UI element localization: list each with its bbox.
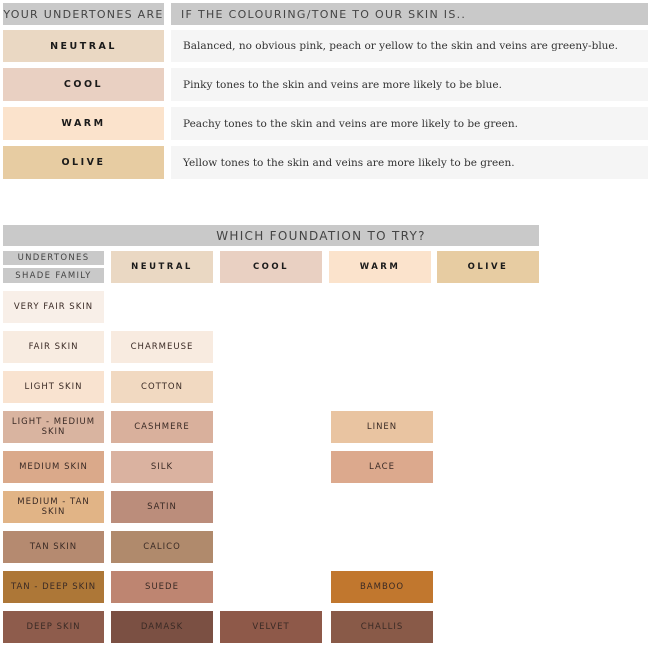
undertone-description: Pinky tones to the skin and veins are mo… xyxy=(171,68,648,101)
foundation-shade-charmeuse: CHARMEUSE xyxy=(111,331,213,363)
shade-family: LIGHT SKIN xyxy=(3,371,104,403)
undertone-description: Peachy tones to the skin and veins are m… xyxy=(171,107,648,140)
foundation-shade-cashmere: CASHMERE xyxy=(111,411,213,443)
undertone-neutral: NEUTRAL xyxy=(3,30,164,62)
foundation-shade-damask: DAMASK xyxy=(111,611,213,643)
column-olive: OLIVE xyxy=(437,251,539,283)
shade-family: VERY FAIR SKIN xyxy=(3,291,104,323)
foundation-shade-calico: CALICO xyxy=(111,531,213,563)
undertones-header: YOUR UNDERTONES ARE xyxy=(3,3,164,25)
foundation-shade-bamboo: BAMBOO xyxy=(331,571,433,603)
shade-family: LIGHT - MEDIUM SKIN xyxy=(3,411,104,443)
shade-family: FAIR SKIN xyxy=(3,331,104,363)
foundation-shade-silk: SILK xyxy=(111,451,213,483)
undertone-warm: WARM xyxy=(3,107,164,140)
shade-family: MEDIUM SKIN xyxy=(3,451,104,483)
column-neutral: NEUTRAL xyxy=(111,251,213,283)
undertone-description: Yellow tones to the skin and veins are m… xyxy=(171,146,648,179)
column-cool: COOL xyxy=(220,251,322,283)
foundation-shade-satin: SATIN xyxy=(111,491,213,523)
undertone-cool: COOL xyxy=(3,68,164,101)
undertone-olive: OLIVE xyxy=(3,146,164,179)
shade-family: TAN SKIN xyxy=(3,531,104,563)
foundation-shade-linen: LINEN xyxy=(331,411,433,443)
shade-family: DEEP SKIN xyxy=(3,611,104,643)
foundation-shade-lace: LACE xyxy=(331,451,433,483)
shade-family-label: SHADE FAMILY xyxy=(3,268,104,283)
foundation-shade-suede: SUEDE xyxy=(111,571,213,603)
undertones-label: UNDERTONES xyxy=(3,251,104,265)
column-warm: WARM xyxy=(329,251,431,283)
foundation-shade-cotton: COTTON xyxy=(111,371,213,403)
shade-family: MEDIUM - TAN SKIN xyxy=(3,491,104,523)
shade-family: TAN - DEEP SKIN xyxy=(3,571,104,603)
foundation-title: WHICH FOUNDATION TO TRY? xyxy=(3,225,539,246)
foundation-shade-challis: CHALLIS xyxy=(331,611,433,643)
undertone-description: Balanced, no obvious pink, peach or yell… xyxy=(171,30,648,62)
foundation-shade-velvet: VELVET xyxy=(220,611,322,643)
description-header: IF THE COLOURING/TONE TO OUR SKIN IS.. xyxy=(171,3,648,25)
